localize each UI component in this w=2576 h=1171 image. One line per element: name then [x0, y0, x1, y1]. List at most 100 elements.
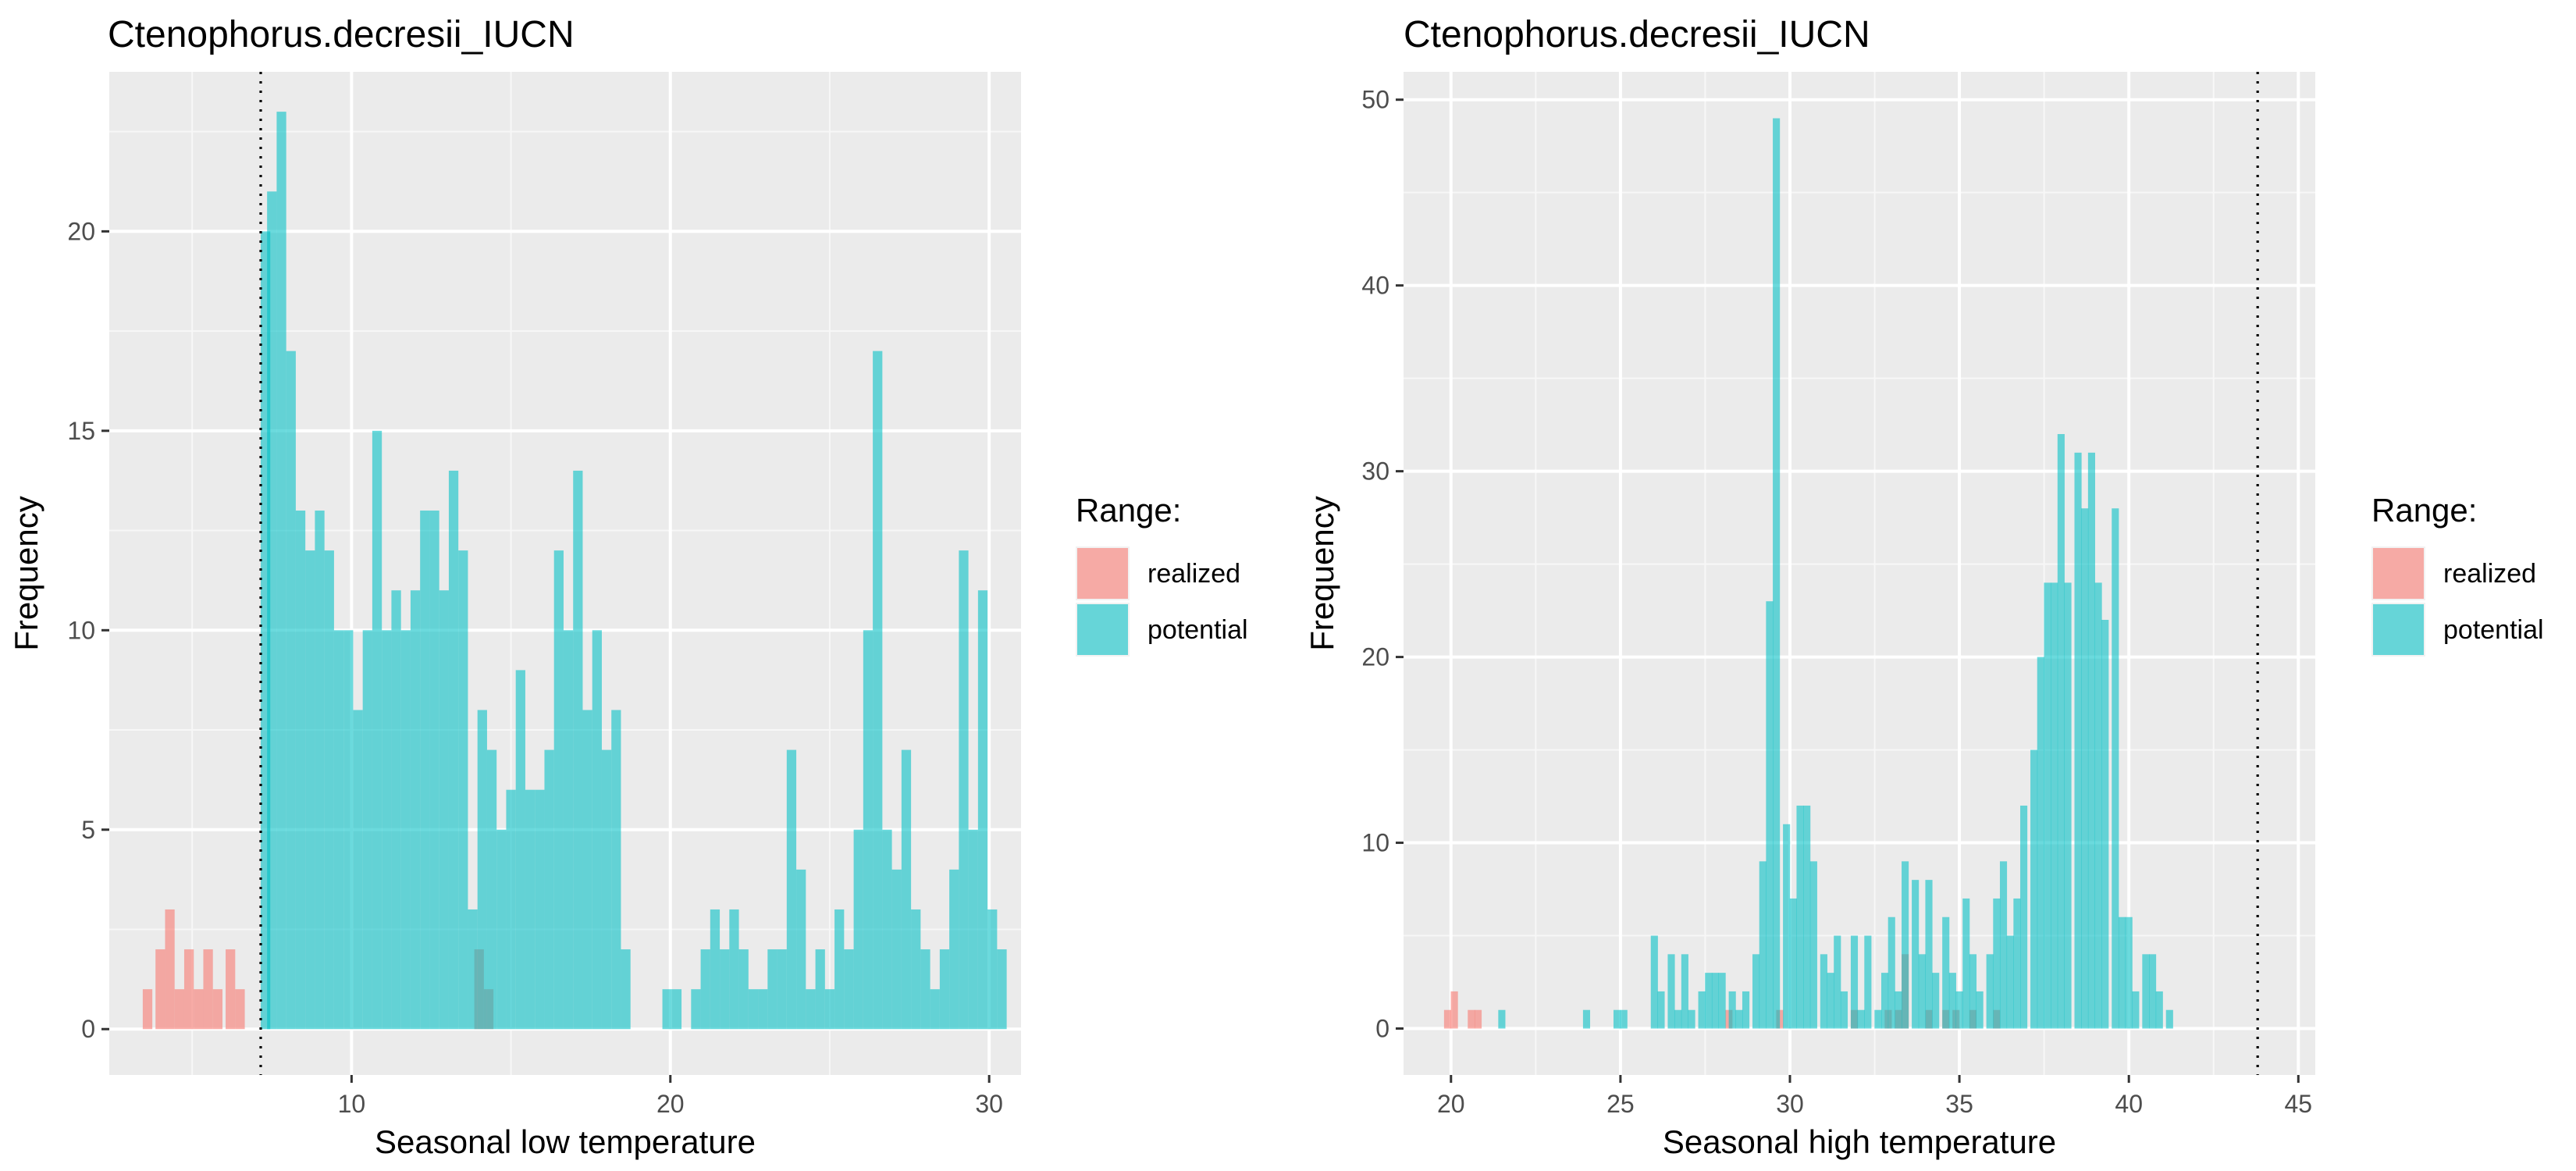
histogram-bar-potential	[1857, 1009, 1865, 1029]
histogram-bar-potential	[621, 949, 631, 1030]
histogram-bar-potential	[1688, 1009, 1695, 1029]
y-tick-label: 50	[1361, 86, 1389, 114]
histogram-bar-potential	[1752, 954, 1760, 1029]
legend-label-potential: potential	[2443, 615, 2544, 645]
histogram-bar-potential	[1999, 861, 2008, 1029]
histogram-bar-potential	[987, 909, 998, 1030]
histogram-bar-potential	[592, 630, 602, 1030]
histogram-bar-potential	[738, 949, 749, 1030]
histogram-bar-potential	[1962, 898, 1970, 1029]
histogram-bar-potential	[496, 829, 507, 1030]
histogram-bar-potential	[1796, 805, 1804, 1029]
histogram-bar-potential	[324, 550, 334, 1030]
histogram-bar-potential	[691, 989, 701, 1030]
histogram-bar-potential	[2057, 434, 2065, 1029]
histogram-bar-potential	[700, 949, 710, 1030]
histogram-bar-potential	[729, 909, 739, 1030]
histogram-bar-potential	[1925, 880, 1933, 1029]
histogram-bar-realized	[142, 989, 153, 1030]
histogram-bar-potential	[710, 909, 720, 1030]
histogram-bar-potential	[911, 909, 921, 1030]
histogram-bar-potential	[2101, 619, 2109, 1029]
histogram-bar-potential	[891, 869, 902, 1030]
y-tick-label: 0	[1375, 1015, 1389, 1043]
histogram-bar-potential	[267, 191, 277, 1030]
histogram-bar-potential	[977, 590, 988, 1030]
histogram-bar-potential	[2044, 582, 2051, 1029]
histogram-bar-potential	[544, 749, 554, 1030]
histogram-bar-potential	[2165, 1009, 2173, 1029]
histogram-bar-potential	[1840, 991, 1848, 1029]
histogram-bar-potential	[1881, 973, 1889, 1029]
x-tick-label: 25	[1606, 1090, 1635, 1118]
histogram-bar-potential	[563, 630, 574, 1030]
histogram-bar-potential	[873, 351, 883, 1030]
chart-title: Ctenophorus.decresii_IUCN	[1404, 14, 1870, 55]
histogram-bar-potential	[1728, 991, 1736, 1029]
y-tick-label: 0	[81, 1015, 95, 1043]
histogram-bar-potential	[2087, 452, 2095, 1029]
histogram-bar-potential	[863, 630, 873, 1030]
histogram-bar-potential	[1820, 954, 1827, 1029]
histogram-bar-potential	[353, 710, 363, 1030]
y-tick-label: 10	[1361, 829, 1389, 857]
histogram-bar-potential	[2064, 582, 2072, 1029]
histogram-bar-potential	[448, 470, 459, 1030]
histogram-bar-potential	[796, 869, 806, 1030]
legend-label-realized: realized	[2443, 559, 2536, 589]
histogram-bar-realized	[235, 989, 245, 1030]
histogram-bar-potential	[1674, 1009, 1682, 1029]
histogram-bar-potential	[2037, 657, 2044, 1029]
histogram-bar-potential	[382, 630, 392, 1030]
histogram-bar-potential	[1650, 935, 1658, 1029]
histogram-bar-potential	[333, 630, 344, 1030]
histogram-bar-potential	[1874, 1009, 1882, 1029]
histogram-bar-potential	[815, 949, 825, 1030]
histogram-bar-potential	[2118, 917, 2126, 1029]
histogram-bar-potential	[1902, 861, 1909, 1029]
x-axis-label: Seasonal low temperature	[375, 1123, 756, 1160]
histogram-bar-potential	[2155, 991, 2163, 1029]
histogram-bar-potential	[2013, 898, 2021, 1029]
histogram-bar-potential	[2132, 991, 2140, 1029]
legend-label-realized: realized	[1147, 559, 1240, 589]
histogram-bar-potential	[1735, 1009, 1743, 1029]
histogram-bar-potential	[2112, 508, 2119, 1029]
histogram-bar-potential	[1773, 118, 1781, 1029]
histogram-bar-potential	[1582, 1009, 1591, 1029]
histogram-bar-realized	[203, 949, 213, 1030]
histogram-bar-potential	[1613, 1009, 1621, 1029]
histogram-bar-potential	[305, 550, 315, 1030]
histogram-bar-potential	[1895, 991, 1902, 1029]
histogram-bar-realized	[194, 989, 204, 1030]
histogram-bar-potential	[1789, 898, 1797, 1029]
histogram-bar-potential	[2030, 749, 2038, 1029]
histogram-bar-potential	[758, 989, 768, 1030]
histogram-bar-potential	[1932, 973, 1940, 1029]
histogram-bar-potential	[372, 430, 382, 1030]
histogram-bar-potential	[1657, 991, 1665, 1029]
legend-title: Range:	[1076, 492, 1181, 529]
histogram-bar-potential	[786, 749, 797, 1030]
histogram-bar-potential	[525, 789, 535, 1030]
x-tick-label: 45	[2284, 1090, 2312, 1118]
histogram-bar-potential	[853, 829, 863, 1030]
histogram-bar-potential	[276, 112, 286, 1030]
histogram-bar-potential	[286, 351, 296, 1030]
histogram-bar-realized	[183, 949, 194, 1030]
histogram-bar-potential	[439, 590, 449, 1030]
histogram-bar-potential	[343, 630, 354, 1030]
y-tick-label: 10	[67, 616, 95, 644]
y-tick-label: 15	[67, 417, 95, 445]
histogram-bar-realized	[1468, 1009, 1475, 1029]
x-tick-label: 20	[656, 1090, 685, 1118]
histogram-bar-realized	[226, 949, 236, 1030]
histogram-bar-potential	[458, 550, 468, 1030]
histogram-bar-potential	[806, 989, 816, 1030]
y-tick-label: 5	[81, 816, 95, 844]
legend-swatch-potential	[2373, 604, 2424, 655]
histogram-bar-realized	[155, 949, 165, 1030]
y-axis-label: Frequency	[8, 496, 44, 650]
histogram-bar-potential	[949, 869, 959, 1030]
